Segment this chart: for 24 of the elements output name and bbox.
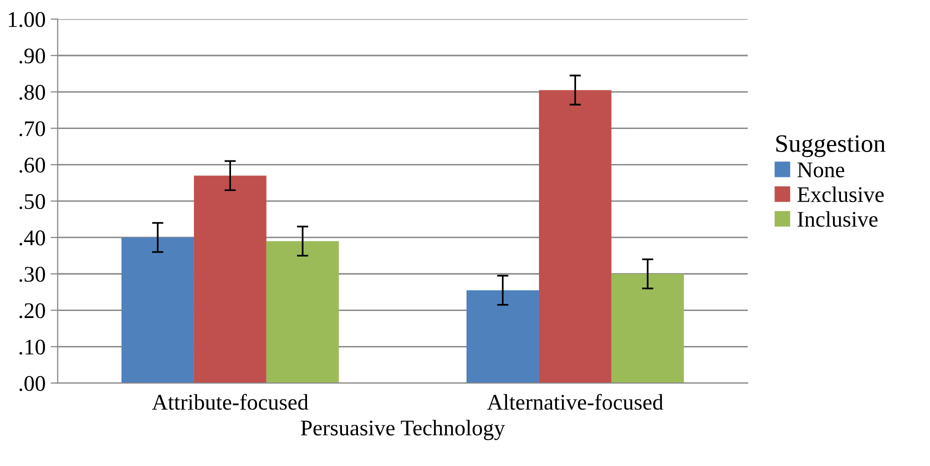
- y-tick-label: .30: [20, 266, 46, 282]
- legend-label: Inclusive: [798, 211, 878, 227]
- y-tick-label: .40: [20, 230, 46, 246]
- y-tick-label: .50: [20, 194, 46, 210]
- bar: [266, 241, 339, 384]
- bar: [121, 237, 194, 384]
- legend-title: Suggestion: [776, 135, 886, 158]
- y-tick-label: .80: [20, 84, 46, 100]
- legend-label: None: [797, 162, 844, 178]
- y-tick-label: 1.00: [8, 12, 46, 28]
- legend-label: Exclusive: [797, 186, 884, 202]
- y-tick-label: .10: [20, 340, 46, 355]
- bar: [194, 176, 266, 384]
- bar: [466, 290, 539, 384]
- x-tick-label: Alternative-focused: [487, 394, 664, 410]
- y-tick-label: .70: [20, 121, 46, 136]
- bar: [611, 274, 684, 384]
- x-tick-label: Attribute-focused: [152, 394, 308, 410]
- bar: [538, 90, 612, 384]
- y-tick-label: .00: [20, 376, 46, 392]
- y-tick-label: .60: [20, 158, 46, 173]
- y-tick-label: .20: [20, 303, 46, 318]
- y-tick-label: .90: [20, 48, 46, 64]
- x-axis-title: Persuasive Technology: [300, 420, 505, 440]
